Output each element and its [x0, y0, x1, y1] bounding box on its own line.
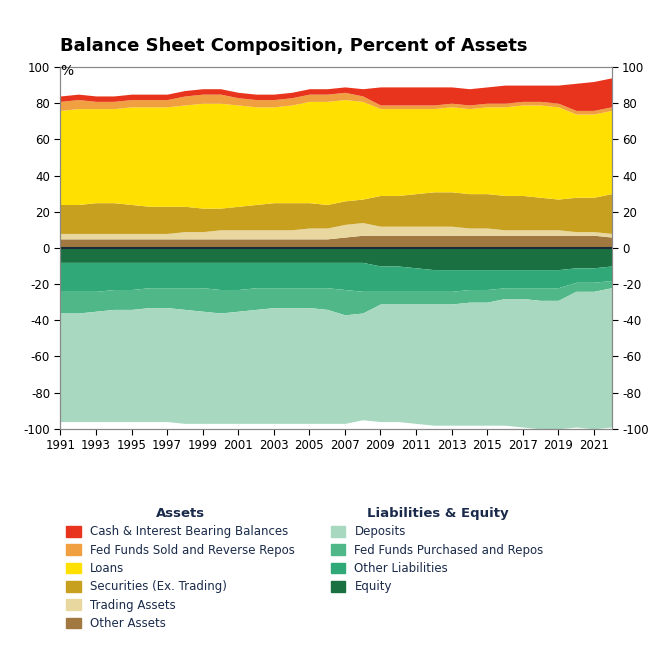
Text: Balance Sheet Composition, Percent of Assets: Balance Sheet Composition, Percent of As… [60, 37, 528, 55]
Text: %: % [60, 64, 74, 78]
Legend: Deposits, Fed Funds Purchased and Repos, Other Liabilities, Equity: Deposits, Fed Funds Purchased and Repos,… [331, 507, 544, 594]
